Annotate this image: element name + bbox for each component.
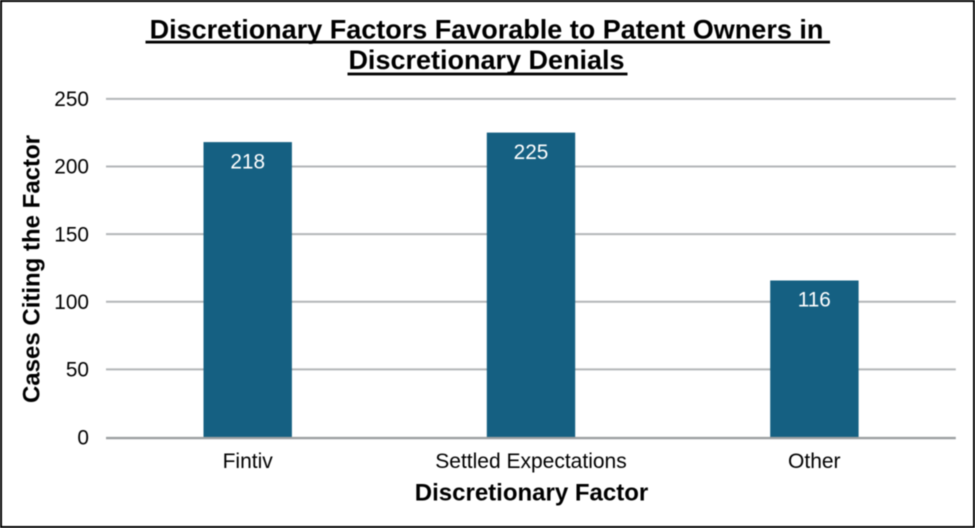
svg-text:Discretionary Factors Favorabl: Discretionary Factors Favorable to Paten… bbox=[150, 14, 824, 44]
svg-text:100: 100 bbox=[54, 291, 89, 314]
svg-text:218: 218 bbox=[230, 150, 265, 173]
svg-text:Fintiv: Fintiv bbox=[223, 450, 274, 473]
svg-text:150: 150 bbox=[54, 223, 89, 246]
svg-text:225: 225 bbox=[514, 141, 549, 164]
svg-text:Cases Citing the Factor: Cases Citing the Factor bbox=[19, 135, 46, 403]
svg-text:Discretionary Denials: Discretionary Denials bbox=[348, 45, 624, 75]
svg-text:Settled Expectations: Settled Expectations bbox=[435, 450, 626, 473]
svg-text:200: 200 bbox=[54, 156, 89, 179]
svg-text:50: 50 bbox=[66, 359, 89, 382]
svg-text:116: 116 bbox=[798, 289, 831, 312]
svg-text:Other: Other bbox=[788, 450, 841, 473]
svg-text:250: 250 bbox=[54, 88, 89, 111]
svg-text:Discretionary Factor: Discretionary Factor bbox=[415, 479, 648, 506]
svg-text:0: 0 bbox=[77, 426, 89, 449]
